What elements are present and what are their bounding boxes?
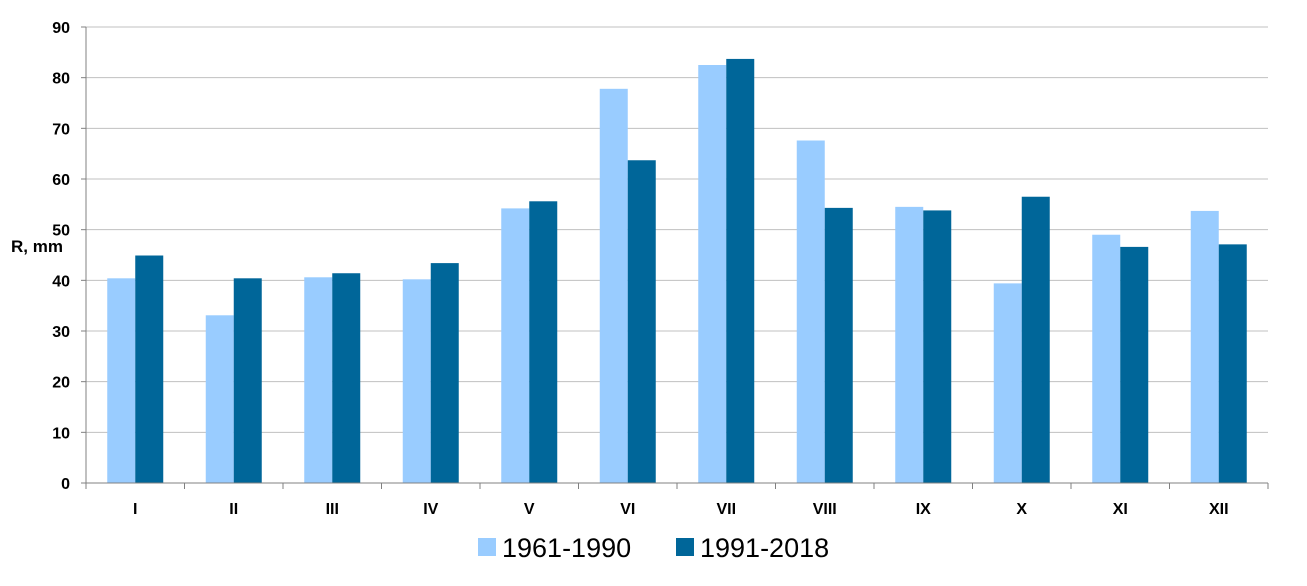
x-tick-label: VII (716, 501, 736, 518)
legend-item: 1961-1990 (478, 533, 631, 563)
bar (726, 58, 755, 484)
x-tick-label: X (1016, 501, 1027, 518)
y-tick-label: 50 (52, 223, 70, 240)
bar (1218, 244, 1247, 483)
x-tick-label: VIII (813, 501, 837, 518)
bar (993, 283, 1022, 483)
legend-item: 1991-2018 (676, 533, 829, 563)
bar (895, 206, 924, 483)
bars (107, 58, 1247, 484)
x-tick-label: IV (423, 501, 438, 518)
x-tick-label: II (229, 501, 238, 518)
legend-label: 1991-2018 (700, 533, 829, 563)
bar (233, 278, 262, 483)
bar (1021, 196, 1050, 483)
y-tick-labels: 0 10 20 30 40 50 60 70 80 90 (52, 20, 70, 493)
y-axis-label: R, mm (11, 237, 63, 256)
legend-swatch (478, 538, 496, 556)
legend-label: 1961-1990 (502, 533, 631, 563)
bar (430, 263, 459, 483)
bar (332, 273, 361, 483)
bar (1190, 210, 1219, 484)
y-tick-label: 90 (52, 20, 70, 37)
y-tick-label: 80 (52, 71, 70, 88)
bar (107, 278, 136, 483)
y-tick-label: 60 (52, 172, 70, 189)
y-tick-label: 30 (52, 324, 70, 341)
bar (501, 208, 530, 484)
x-tick-label: I (133, 501, 137, 518)
series-1961-1990 (107, 65, 1219, 484)
y-tick-label: 20 (52, 375, 70, 392)
bar (304, 277, 333, 483)
y-tick-label: 10 (52, 425, 70, 442)
bar (627, 160, 656, 483)
legend: 1961-1990 1991-2018 (478, 533, 829, 563)
x-tick-label: VI (620, 501, 635, 518)
bar (824, 207, 853, 483)
x-tick-label: XII (1209, 501, 1229, 518)
bar (529, 201, 558, 483)
x-tick-label: IX (916, 501, 931, 518)
y-tick-label: 40 (52, 273, 70, 290)
legend-swatch (676, 538, 694, 556)
x-tick-label: III (326, 501, 339, 518)
bar (135, 255, 164, 483)
bar (1120, 246, 1149, 483)
bar (402, 279, 431, 483)
y-tick-label: 0 (61, 476, 70, 493)
bar (205, 315, 234, 483)
gridlines (81, 26, 1268, 484)
axes (85, 27, 1269, 489)
bar (698, 65, 727, 483)
y-tick-label: 70 (52, 121, 70, 138)
x-tick-labels: I II III IV V VI VII VIII IX X XI XII (133, 501, 1229, 518)
x-tick-label: XI (1113, 501, 1128, 518)
bar (599, 88, 628, 484)
bar (1092, 234, 1121, 483)
x-tick-label: V (524, 501, 535, 518)
series-1991-2018 (135, 58, 1247, 484)
bar (923, 210, 952, 483)
bar (796, 140, 825, 483)
